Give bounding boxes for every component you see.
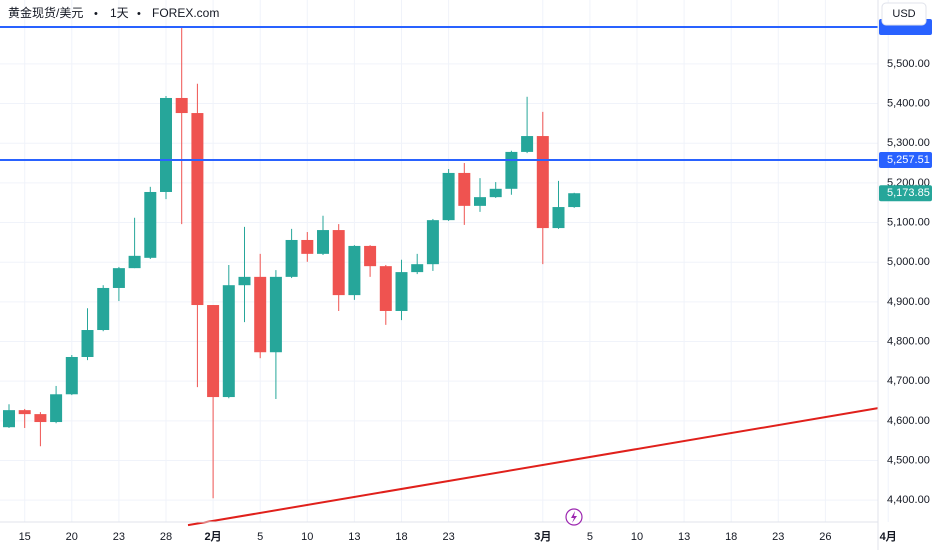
y-tick-label: 4,400.00 — [887, 494, 930, 506]
x-tick-label: 20 — [66, 531, 78, 543]
candle-body — [332, 230, 345, 296]
y-tick-label: 5,100.00 — [887, 216, 930, 228]
x-tick-label: 2月 — [205, 530, 222, 543]
candle-body — [285, 239, 298, 277]
candle-body — [34, 414, 47, 423]
candle-body — [97, 287, 110, 331]
y-tick-label: 5,500.00 — [887, 58, 930, 70]
y-tick-label: 4,700.00 — [887, 375, 930, 387]
candle-body — [112, 268, 125, 288]
candle-body — [442, 172, 455, 221]
candle-body — [238, 276, 251, 286]
y-tick-label: 4,500.00 — [887, 454, 930, 466]
axes: 4,400.00 4,500.00 4,600.00 4,700.00 4,800.00… — [19, 18, 932, 543]
last-price-label: 5,173.85 — [887, 187, 930, 199]
candle-body — [474, 197, 486, 206]
x-tick-label: 5 — [587, 531, 593, 543]
x-tick-label: 23 — [113, 531, 125, 543]
x-tick-label: 4月 — [880, 530, 897, 543]
candle-body — [458, 172, 471, 206]
candle-body — [536, 136, 549, 229]
y-tick-label: 5,300.00 — [887, 137, 930, 149]
y-tick-label: 4,800.00 — [887, 335, 930, 347]
x-tick-label: 15 — [19, 531, 31, 543]
x-tick-label: 23 — [442, 531, 454, 543]
candle-body — [18, 410, 31, 415]
candle-body — [301, 239, 314, 254]
x-tick-label: 18 — [395, 531, 407, 543]
price-label-box — [879, 152, 932, 169]
x-tick-label: 10 — [631, 531, 643, 543]
candle-body — [160, 97, 172, 192]
candle-body — [254, 276, 267, 353]
candle-body — [269, 276, 282, 353]
separator: • — [94, 8, 98, 20]
y-tick-label: 5,000.00 — [887, 256, 930, 268]
x-tick-label: 26 — [819, 531, 831, 543]
x-tick-label: 10 — [301, 531, 313, 543]
x-tick-label: 3月 — [534, 530, 551, 543]
candle-body — [411, 264, 424, 273]
candle-body — [379, 266, 392, 311]
trend-line — [187, 407, 879, 527]
price-label: 5,257.51 — [887, 154, 930, 166]
x-tick-label: 28 — [160, 531, 172, 543]
candle-body — [65, 356, 78, 395]
y-tick-label: 4,900.00 — [887, 296, 930, 308]
candle-body — [222, 285, 235, 398]
y-tick-label: 5,400.00 — [887, 97, 930, 109]
event-icon-bolt — [571, 511, 577, 523]
candle-body — [175, 97, 188, 114]
candle-body — [364, 245, 377, 267]
x-tick-label: 13 — [678, 531, 690, 543]
candle-body — [505, 151, 518, 189]
currency: USD — [892, 8, 915, 20]
plot — [0, 25, 879, 527]
candle-body — [128, 255, 141, 269]
candle-body — [521, 136, 534, 152]
currency-box[interactable] — [881, 2, 927, 26]
x-tick-label: 18 — [725, 531, 737, 543]
candle-body — [348, 245, 361, 296]
symbol-title: 黄金现货/美元 — [8, 5, 83, 20]
candle-body — [317, 230, 329, 254]
candle-body — [144, 191, 157, 258]
candle-body — [50, 394, 63, 423]
candle-body — [191, 113, 204, 306]
x-tick-label: 5 — [257, 531, 263, 543]
candle-body — [81, 330, 94, 357]
candle-body — [552, 207, 565, 229]
last-price-box — [879, 185, 932, 202]
candle-body — [207, 305, 220, 398]
candle-body — [3, 410, 15, 428]
separator: • — [137, 8, 141, 20]
source: FOREX.com — [152, 6, 219, 20]
candle-body — [568, 193, 581, 208]
y-tick-label: 4,600.00 — [887, 415, 930, 427]
interval: 1天 — [110, 6, 129, 20]
x-tick-label: 23 — [772, 531, 784, 543]
candle-body — [395, 272, 408, 311]
candle-body — [426, 220, 439, 265]
x-tick-label: 13 — [348, 531, 360, 543]
candle-body — [489, 188, 502, 198]
